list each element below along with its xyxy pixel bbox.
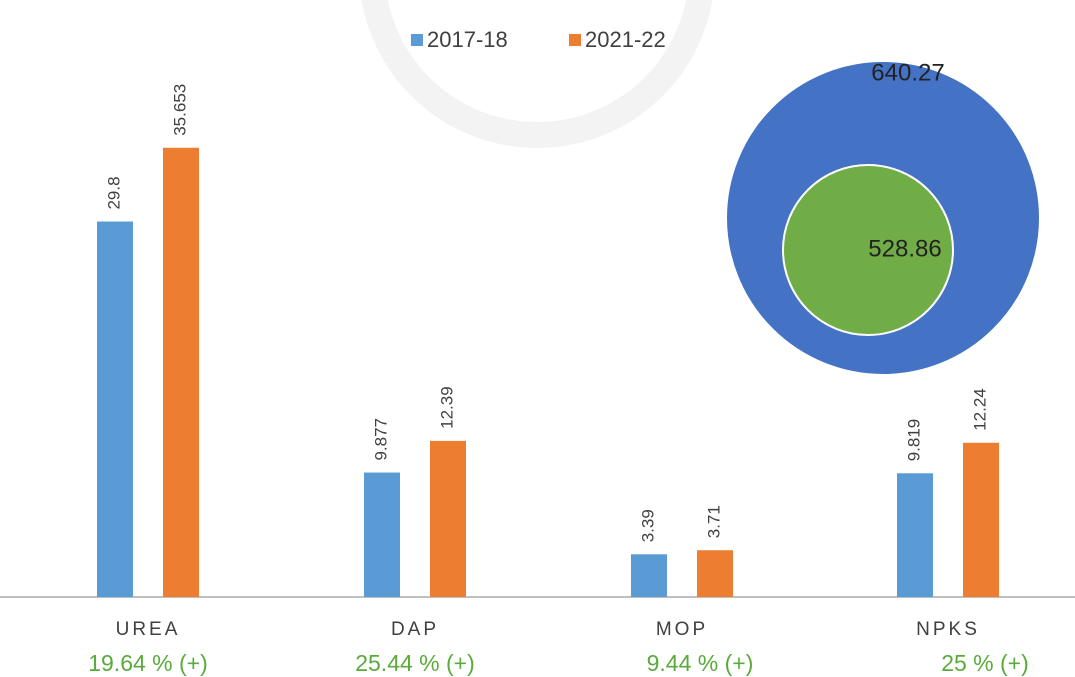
bar xyxy=(697,550,733,597)
value-label: 9.819 xyxy=(904,419,923,462)
bar xyxy=(897,473,933,597)
bar xyxy=(963,442,999,597)
value-label: 29.8 xyxy=(104,176,123,209)
bar xyxy=(97,221,133,597)
legend-swatch xyxy=(411,34,423,46)
value-label: 3.71 xyxy=(704,505,723,538)
value-label: 9.877 xyxy=(371,418,390,461)
x-tick-label: NPKS xyxy=(916,619,980,640)
growth-annotation: 9.44 % (+) xyxy=(647,650,754,676)
x-tick-label: MOP xyxy=(656,619,708,640)
bar xyxy=(364,472,400,597)
value-label: 3.39 xyxy=(638,509,657,542)
growth-annotation: 19.64 % (+) xyxy=(88,650,208,676)
legend-label: 2021-22 xyxy=(585,27,666,52)
legend-label: 2017-18 xyxy=(427,27,508,52)
bar xyxy=(430,440,466,597)
background-ring xyxy=(361,0,713,148)
growth-annotation: 25.44 % (+) xyxy=(355,650,475,676)
growth-annotation: 25 % (+) xyxy=(941,650,1029,676)
inner-circle xyxy=(782,164,954,336)
x-tick-label: UREA xyxy=(116,619,181,640)
x-tick-label: DAP xyxy=(391,619,439,640)
value-label: 12.39 xyxy=(437,386,456,429)
value-label: 35.653 xyxy=(170,84,189,136)
legend-swatch xyxy=(569,34,581,46)
circle-label: 640.27 xyxy=(871,59,944,86)
bar xyxy=(631,554,667,597)
value-label: 12.24 xyxy=(970,388,989,431)
circle-label: 528.86 xyxy=(868,235,941,262)
bar xyxy=(163,147,199,597)
